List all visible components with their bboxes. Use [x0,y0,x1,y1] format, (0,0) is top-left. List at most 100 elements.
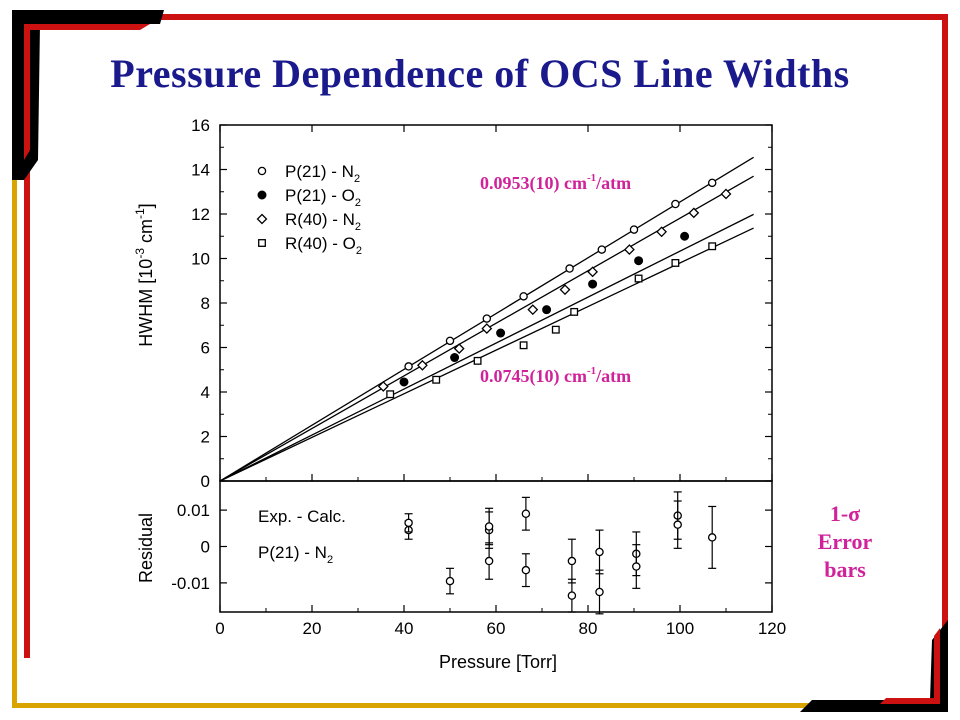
data-point [671,258,680,267]
data-point [473,356,482,365]
residual-point [484,556,494,566]
data-point [680,231,690,241]
data-point [551,325,560,334]
legend-marker [257,190,267,200]
data-point [671,199,680,209]
residual-point [521,509,531,518]
y-tick-label-top: 12 [191,205,210,224]
slope-label-lower: 0.0745(10) cm-1/atm [480,365,631,387]
fit-line [219,227,754,482]
residual-point [673,520,682,529]
data-point [496,328,506,338]
data-point [404,362,413,371]
data-point [559,284,571,296]
x-tick-label: 0 [215,619,224,638]
legend-marker [256,213,268,225]
y-tick-label-top: 6 [201,339,210,358]
data-point [416,359,428,371]
y-tick-label-bottom: -0.01 [171,574,210,593]
data-point [432,375,441,384]
y-tick-label-top: 2 [201,428,210,447]
data-point [634,256,644,266]
legend-label: R(40) - O2 [285,234,362,257]
frame-red-left [24,18,30,658]
data-point [519,292,528,301]
error-note-bars: bars [824,557,866,582]
data-point [542,305,552,315]
y-tick-label-top: 8 [201,294,210,313]
x-tick-label: 60 [487,619,506,638]
residual-note-line2: P(21) - N2 [258,543,333,566]
data-point [708,242,717,251]
x-tick-label: 120 [758,619,786,638]
axis-labels: Pressure [Torr] HWHM [10-3 cm-1] Residua… [133,203,557,672]
data-point [482,314,492,323]
y-tick-label-top: 10 [191,250,210,269]
frame-corner-bottom-right-red [880,628,940,704]
data-point [565,264,574,273]
residual-point [707,533,717,542]
residual-point [595,587,604,597]
residual-point [595,547,604,557]
slope-annotations: 0.0953(10) cm-1/atm 0.0745(10) cm-1/atm [480,172,631,387]
data-point [453,343,465,355]
legend-label: P(21) - N2 [285,162,360,185]
x-tick-label: 40 [395,619,414,638]
x-tick-label: 20 [303,619,322,638]
slope-label-upper: 0.0953(10) cm-1/atm [480,172,631,194]
error-bars-note: 1-σ Error bars [790,500,900,584]
legend-label: P(21) - O2 [285,186,361,209]
residual-point [445,576,455,586]
frame-red-top [160,14,948,20]
frame-gold-left [12,18,17,708]
data-point [570,307,579,316]
y-axis-label-bottom: Residual [136,513,156,583]
residual-point [632,562,641,571]
y-tick-label-bottom: 0.01 [177,501,210,520]
data-point [634,274,643,283]
legend-marker [257,166,267,176]
data-point [399,377,409,387]
legend-label: R(40) - N2 [285,210,361,233]
legend-marker [258,239,266,247]
data-point [445,336,455,346]
data-point [519,341,528,350]
data-point [527,304,539,316]
residual-point [567,556,577,566]
residual-point [404,518,413,528]
data-point [688,207,700,219]
data-point [377,381,389,392]
y-tick-label-top: 16 [191,116,210,135]
y-axis-label-top: HWHM [10-3 cm-1] [133,203,156,346]
frame-gold-bottom [12,703,946,708]
data-point [720,188,732,200]
residual-point [521,565,531,575]
data-point [587,266,599,278]
data-point [481,323,493,335]
residual-note-line1: Exp. - Calc. [258,507,346,526]
data-point [629,225,639,234]
x-axis-label: Pressure [Torr] [439,652,557,672]
y-tick-label-bottom: 0 [201,538,210,557]
error-note-error: Error [817,529,873,554]
legend: P(21) - N2P(21) - O2R(40) - N2R(40) - O2 [256,162,362,257]
data-point [707,178,717,188]
data-point [450,353,460,363]
error-note-sigma: 1-σ [829,501,861,526]
slide-title: Pressure Dependence of OCS Line Widths [110,51,850,96]
data-point [386,390,395,399]
y-tick-label-top: 4 [201,383,210,402]
y-tick-label-top: 0 [201,472,210,491]
residual-point [484,522,494,531]
data-point [656,226,668,238]
residual-point [567,591,577,600]
data-point [597,245,607,254]
data-point [588,279,598,289]
axis-ticks: 0 20 40 60 80 100 120 0 2 4 6 8 10 12 14 16 0.01 0 -0.01 [171,116,786,638]
residual-notes: Exp. - Calc. P(21) - N2 [258,507,346,566]
x-tick-label: 80 [579,619,598,638]
data-point [623,244,635,256]
